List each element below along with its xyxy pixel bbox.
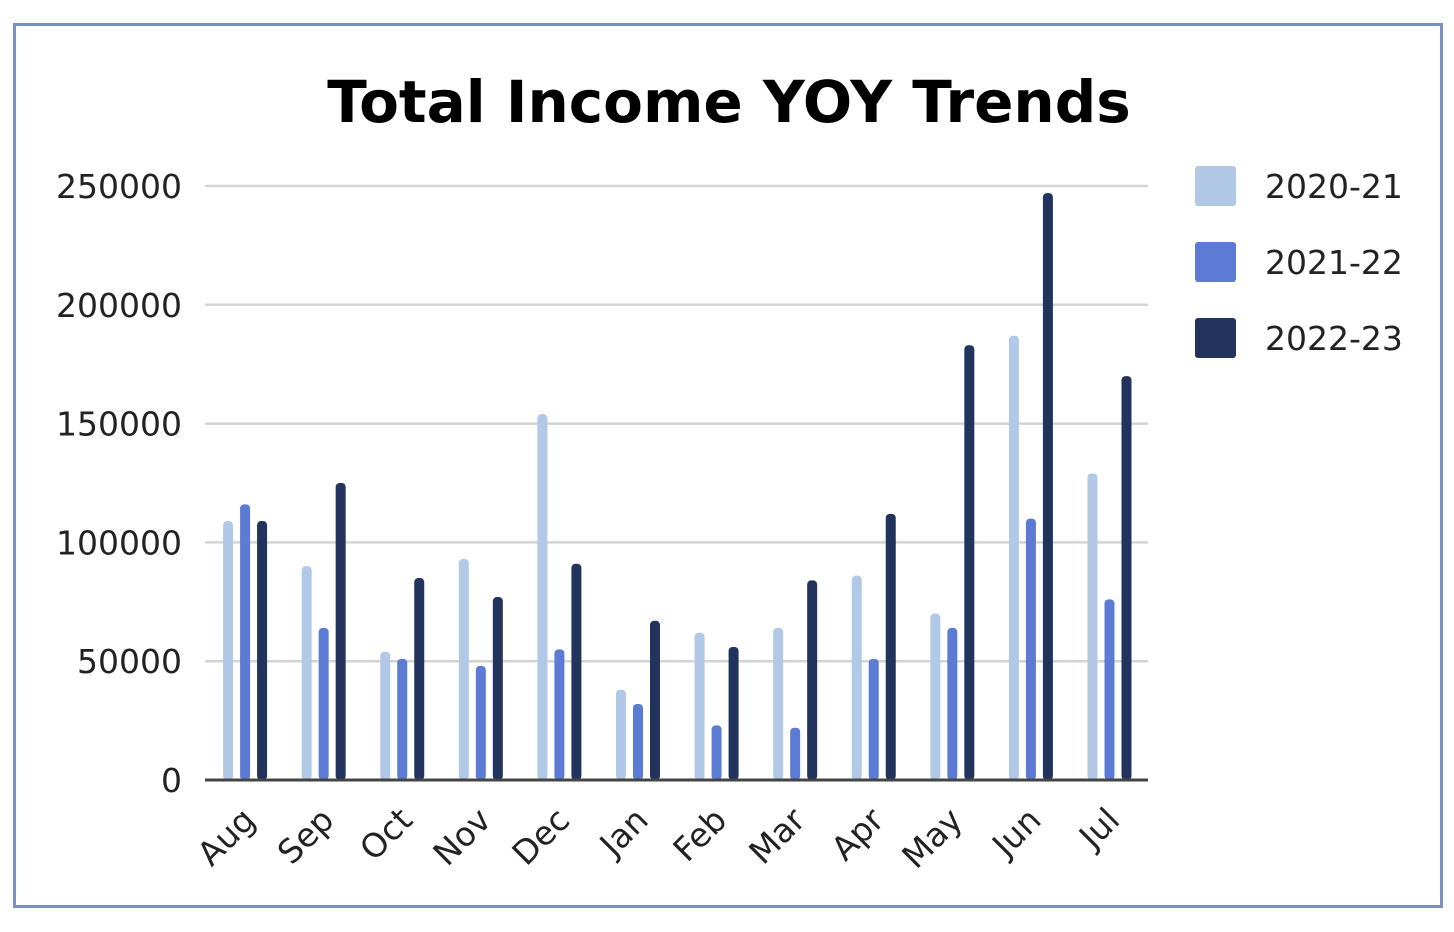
bar-jun-2021-22 (1025, 518, 1036, 780)
legend-label-2020-21: 2020-21 (1265, 167, 1403, 206)
x-tick-label-dec: Dec (504, 800, 577, 873)
legend: 2020-21 2021-22 2022-23 (1195, 166, 1403, 358)
bar-aug-2020-21 (223, 521, 234, 780)
bar-mar-2020-21 (773, 627, 784, 780)
bar-jul-2022-23 (1121, 376, 1132, 780)
bar-jun-2020-21 (1008, 335, 1019, 780)
bar-oct-2021-22 (397, 658, 408, 780)
bar-apr-2022-23 (885, 513, 896, 780)
bar-nov-2022-23 (492, 597, 503, 780)
legend-label-2021-22: 2021-22 (1265, 243, 1403, 282)
bar-oct-2020-21 (380, 651, 391, 780)
x-tick-label-feb: Feb (665, 800, 734, 869)
x-tick-label-jul: Jul (1070, 800, 1127, 857)
bar-nov-2020-21 (458, 559, 469, 780)
bar-aug-2021-22 (240, 504, 251, 780)
bar-mar-2022-23 (807, 580, 818, 780)
bar-feb-2022-23 (728, 646, 739, 780)
y-tick-label-2: 100000 (56, 523, 182, 562)
y-tick-label-4: 200000 (56, 286, 182, 325)
bar-jan-2022-23 (649, 620, 660, 780)
bar-jul-2021-22 (1104, 599, 1115, 780)
bar-apr-2020-21 (851, 575, 862, 780)
bar-oct-2022-23 (414, 578, 425, 780)
bar-mar-2021-22 (790, 727, 801, 780)
x-tick-label-apr: Apr (823, 800, 891, 868)
y-tick-label-0: 0 (161, 761, 182, 800)
bar-aug-2022-23 (257, 521, 268, 780)
bar-dec-2020-21 (537, 414, 548, 780)
legend-swatch-2022-23 (1195, 318, 1236, 358)
y-axis-tick-labels: 0 50000 100000 150000 200000 250000 (56, 167, 182, 800)
legend-swatch-2021-22 (1195, 242, 1236, 282)
x-tick-label-nov: Nov (425, 800, 498, 873)
bar-jul-2020-21 (1087, 473, 1098, 780)
bar-nov-2021-22 (475, 665, 486, 780)
x-tick-label-oct: Oct (352, 800, 420, 868)
bar-jan-2021-22 (632, 703, 643, 780)
bar-dec-2021-22 (554, 649, 565, 780)
bar-may-2020-21 (930, 613, 941, 780)
x-tick-label-mar: Mar (741, 800, 813, 872)
bar-sep-2022-23 (335, 483, 346, 780)
bar-apr-2021-22 (868, 658, 879, 780)
x-tick-label-may: May (894, 800, 970, 876)
y-tick-label-3: 150000 (56, 405, 182, 444)
x-tick-label-jan: Jan (591, 800, 656, 865)
bar-may-2022-23 (964, 345, 975, 780)
gridlines (205, 184, 1148, 663)
bar-may-2021-22 (947, 627, 958, 780)
bar-feb-2021-22 (711, 725, 722, 780)
bar-sep-2020-21 (301, 566, 312, 780)
y-tick-label-5: 250000 (56, 167, 182, 206)
legend-label-2022-23: 2022-23 (1265, 319, 1403, 358)
bar-sep-2021-22 (318, 627, 329, 780)
bar-jun-2022-23 (1042, 193, 1053, 781)
x-axis-tick-labels: Aug Sep Oct Nov Dec Jan Feb Mar Apr May Jun Jul (190, 800, 1128, 876)
y-tick-label-1: 50000 (77, 642, 182, 681)
x-tick-label-aug: Aug (190, 800, 263, 873)
x-tick-label-jun: Jun (983, 800, 1048, 865)
chart-title: Total Income YOY Trends (327, 68, 1131, 136)
legend-swatch-2020-21 (1195, 166, 1236, 206)
x-tick-label-sep: Sep (270, 800, 342, 872)
bar-feb-2020-21 (694, 632, 705, 780)
bar-jan-2020-21 (615, 689, 626, 780)
bars (223, 193, 1132, 781)
bar-dec-2022-23 (571, 563, 582, 780)
